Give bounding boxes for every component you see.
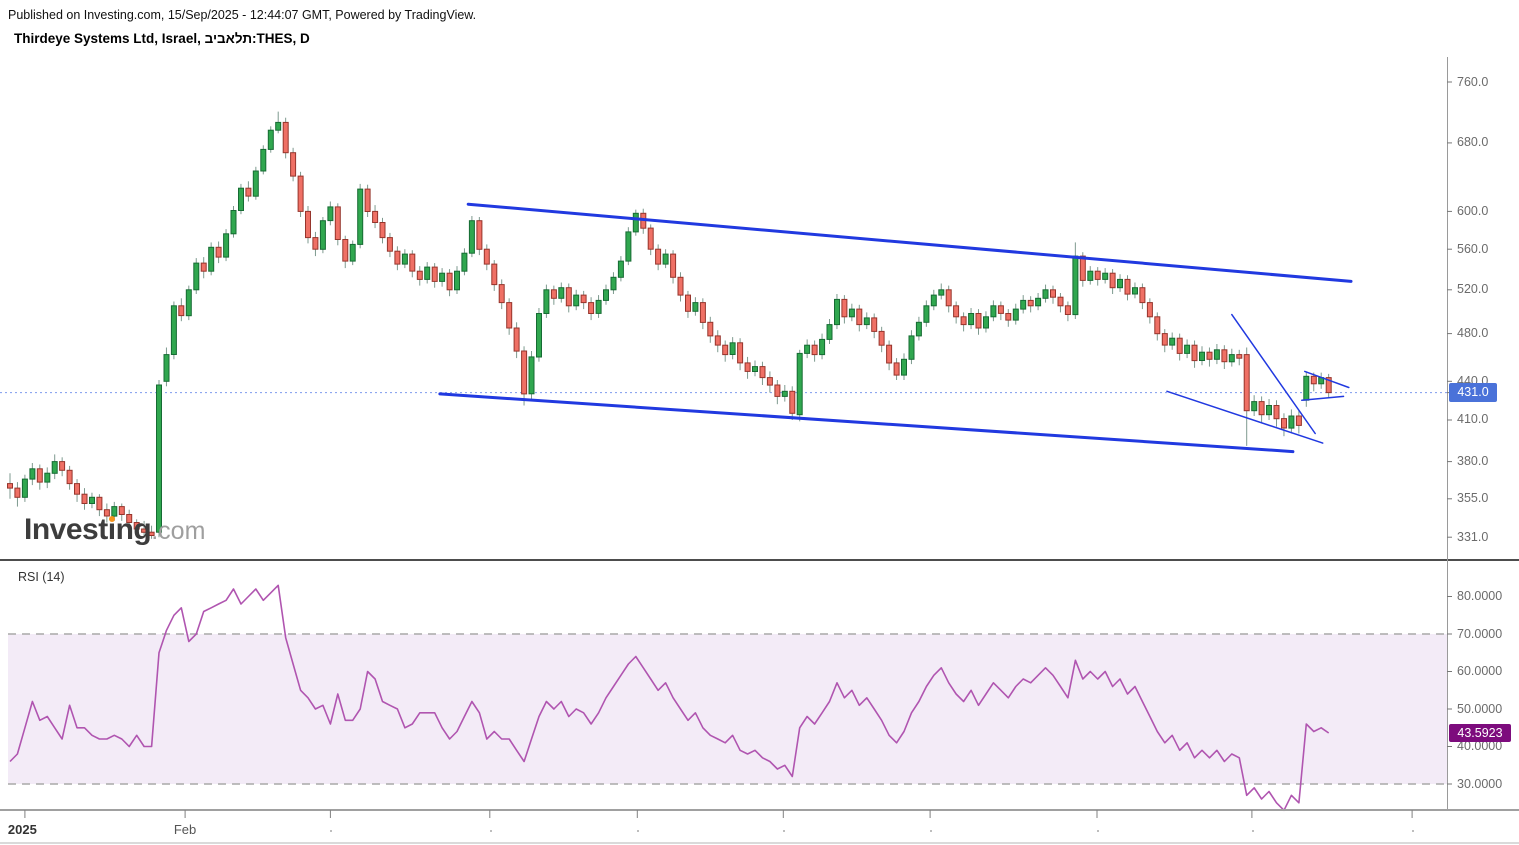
price-axis-tick-label: 355.0	[1457, 491, 1489, 506]
price-axis-tick-label: 480.0	[1457, 326, 1489, 341]
rsi-indicator-label: RSI (14)	[18, 570, 65, 584]
price-axis-tick-label: 410.0	[1457, 412, 1489, 427]
trendlines[interactable]	[438, 202, 1353, 454]
time-axis-dot	[1096, 830, 1099, 832]
price-axis-tick-label: 380.0	[1457, 454, 1489, 469]
candle-wicks	[9, 111, 1330, 539]
price-axis-tick-label: 331.0	[1457, 529, 1489, 544]
time-axis-label: 2025	[7, 822, 37, 837]
price-axis-tick-label: 560.0	[1457, 241, 1489, 256]
candle-bodies	[7, 121, 1332, 537]
time-axis-dot	[489, 830, 492, 832]
rsi-axis-tick-label: 50.0000	[1457, 701, 1503, 716]
rsi-band	[8, 634, 1447, 784]
time-axis-dot	[330, 830, 333, 832]
watermark-text: Investı ng	[24, 513, 152, 546]
price-axis-tick-label: 680.0	[1457, 135, 1489, 150]
time-axis-dot	[1251, 830, 1254, 832]
investing-watermark-logo: Investı ng.com	[24, 513, 205, 547]
axis-ticks	[24, 81, 1452, 818]
last-price-badge: 431.0	[1449, 383, 1497, 403]
rsi-axis-tick-label: 80.0000	[1457, 589, 1503, 603]
time-axis-dot	[637, 830, 640, 832]
published-line: Published on Investing.com, 15/Sep/2025 …	[8, 8, 477, 22]
time-axis-dot	[1412, 830, 1415, 832]
symbol-title: Thirdeye Systems Ltd, Israel, תלאביב:THE…	[14, 31, 310, 46]
rsi-axis-tick-label: 30.0000	[1457, 776, 1503, 791]
price-axis-tick-label: 600.0	[1457, 203, 1489, 218]
time-axis-dot	[930, 830, 933, 832]
rsi-axis-tick-label: 70.0000	[1457, 626, 1503, 641]
price-axis-tick-label: 520.0	[1457, 282, 1489, 297]
price-axis-tick-label: 760.0	[1457, 74, 1489, 89]
watermark-com: .com	[151, 517, 206, 545]
time-axis-label: Feb	[173, 822, 197, 837]
rsi-value-badge: 43.5923	[1449, 724, 1511, 743]
rsi-line	[9, 584, 1330, 812]
time-axis-dot	[783, 830, 786, 832]
rsi-axis-tick-label: 40.0000	[1457, 739, 1503, 753]
watermark-orange-dot-icon	[108, 516, 115, 522]
rsi-axis-tick-label: 60.0000	[1457, 664, 1503, 678]
